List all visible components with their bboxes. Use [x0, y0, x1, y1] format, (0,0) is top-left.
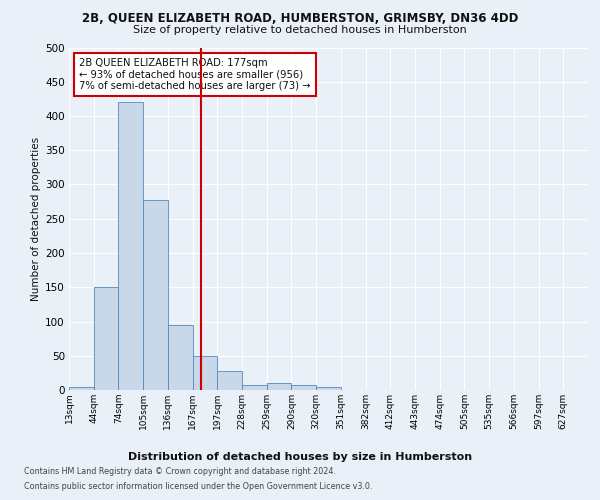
- Bar: [94, 287, 118, 390]
- Text: Size of property relative to detached houses in Humberston: Size of property relative to detached ho…: [133, 25, 467, 35]
- Bar: [143, 200, 168, 390]
- Bar: [69, 386, 94, 390]
- Text: Distribution of detached houses by size in Humberston: Distribution of detached houses by size …: [128, 452, 472, 462]
- Bar: [242, 385, 267, 390]
- Text: 2B, QUEEN ELIZABETH ROAD, HUMBERSTON, GRIMSBY, DN36 4DD: 2B, QUEEN ELIZABETH ROAD, HUMBERSTON, GR…: [82, 12, 518, 26]
- Y-axis label: Number of detached properties: Number of detached properties: [31, 136, 41, 301]
- Text: Contains public sector information licensed under the Open Government Licence v3: Contains public sector information licen…: [24, 482, 373, 491]
- Text: Contains HM Land Registry data © Crown copyright and database right 2024.: Contains HM Land Registry data © Crown c…: [24, 467, 336, 476]
- Bar: [193, 356, 217, 390]
- Bar: [267, 383, 292, 390]
- Text: 2B QUEEN ELIZABETH ROAD: 177sqm
← 93% of detached houses are smaller (956)
7% of: 2B QUEEN ELIZABETH ROAD: 177sqm ← 93% of…: [79, 58, 311, 91]
- Bar: [168, 325, 193, 390]
- Bar: [292, 384, 316, 390]
- Bar: [217, 371, 242, 390]
- Bar: [118, 102, 143, 390]
- Bar: [316, 386, 341, 390]
